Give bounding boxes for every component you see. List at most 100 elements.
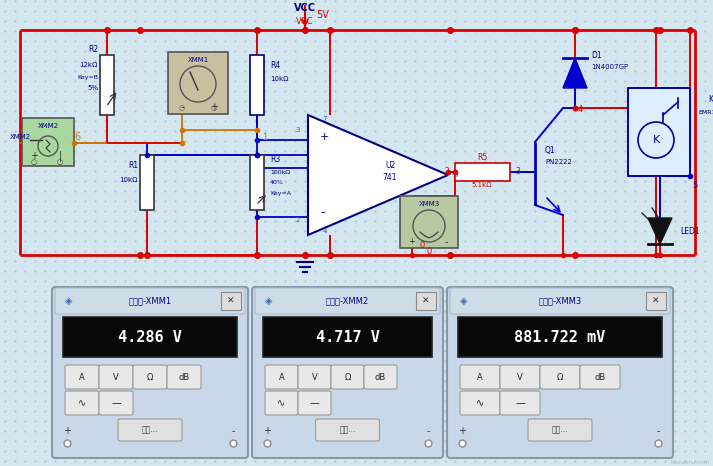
FancyBboxPatch shape	[460, 365, 500, 389]
Text: +: +	[63, 426, 71, 436]
FancyBboxPatch shape	[540, 365, 580, 389]
FancyBboxPatch shape	[65, 391, 99, 415]
Text: -: -	[320, 206, 324, 219]
Text: -: -	[656, 426, 660, 436]
FancyBboxPatch shape	[460, 391, 500, 415]
FancyBboxPatch shape	[580, 365, 620, 389]
FancyBboxPatch shape	[265, 391, 298, 415]
Text: 741: 741	[383, 173, 397, 183]
Text: 4.717 V: 4.717 V	[316, 329, 379, 344]
Text: 3: 3	[515, 167, 520, 177]
Text: 5V: 5V	[317, 10, 329, 20]
Text: 万用表-XMM1: 万用表-XMM1	[128, 296, 172, 306]
Text: +: +	[458, 426, 466, 436]
FancyBboxPatch shape	[99, 391, 133, 415]
Text: +: +	[263, 426, 271, 436]
FancyBboxPatch shape	[55, 288, 245, 314]
Text: ◈: ◈	[461, 296, 468, 306]
Bar	[458, 317, 662, 357]
Text: A: A	[279, 372, 284, 382]
Text: VCC: VCC	[296, 18, 314, 27]
Text: 1: 1	[262, 133, 267, 143]
Text: U2: U2	[385, 160, 395, 170]
Text: V: V	[312, 372, 317, 382]
Text: 7: 7	[323, 116, 327, 122]
Text: Q1: Q1	[545, 145, 555, 155]
Text: dB: dB	[375, 372, 386, 382]
Text: 设置...: 设置...	[552, 425, 568, 434]
Bar	[416, 292, 436, 310]
FancyBboxPatch shape	[450, 288, 670, 314]
Text: -: -	[426, 426, 430, 436]
Text: 设置...: 设置...	[339, 425, 356, 434]
Text: 5.1kΩ: 5.1kΩ	[472, 182, 492, 188]
Text: +: +	[320, 132, 329, 142]
FancyBboxPatch shape	[447, 287, 673, 458]
Text: |: |	[58, 151, 61, 161]
Text: XMM2: XMM2	[38, 123, 58, 129]
Text: Ω: Ω	[147, 372, 153, 382]
Bar	[263, 317, 432, 357]
FancyBboxPatch shape	[500, 391, 540, 415]
Text: +: +	[210, 102, 218, 112]
Text: 万用表-XMM2: 万用表-XMM2	[326, 296, 369, 306]
Bar	[22, 118, 74, 166]
Text: dB: dB	[178, 372, 190, 382]
Text: Key=A: Key=A	[270, 192, 291, 197]
Text: 4: 4	[578, 105, 583, 115]
Text: —: —	[309, 398, 319, 408]
Polygon shape	[648, 218, 672, 244]
Text: LED1: LED1	[680, 226, 699, 235]
Text: ◈: ◈	[265, 296, 273, 306]
FancyBboxPatch shape	[298, 365, 331, 389]
Text: V: V	[113, 372, 119, 382]
Text: -: -	[180, 102, 184, 112]
FancyBboxPatch shape	[255, 288, 440, 314]
Text: A: A	[477, 372, 483, 382]
Text: ✕: ✕	[422, 296, 430, 306]
Text: 10kΩ: 10kΩ	[120, 177, 138, 183]
Text: ○: ○	[211, 105, 217, 111]
Text: +: +	[30, 151, 38, 161]
Text: 1N4007GP: 1N4007GP	[591, 64, 628, 70]
Text: 0: 0	[426, 247, 431, 256]
FancyBboxPatch shape	[52, 287, 248, 458]
Text: VCC: VCC	[294, 3, 316, 13]
FancyBboxPatch shape	[265, 365, 298, 389]
Bar	[646, 292, 666, 310]
Text: XMM2: XMM2	[10, 134, 31, 140]
Text: —: —	[515, 398, 525, 408]
Text: D1: D1	[591, 50, 602, 60]
FancyBboxPatch shape	[118, 419, 182, 441]
Text: 设置...: 设置...	[142, 425, 158, 434]
Text: Key=B: Key=B	[77, 75, 98, 80]
FancyBboxPatch shape	[500, 365, 540, 389]
Text: R3: R3	[270, 156, 280, 164]
Text: 12kΩ: 12kΩ	[80, 62, 98, 68]
Text: 5%: 5%	[87, 85, 98, 91]
Bar	[250, 155, 264, 210]
Text: V: V	[517, 372, 523, 382]
FancyBboxPatch shape	[298, 391, 331, 415]
Bar	[63, 317, 237, 357]
Bar	[455, 163, 510, 181]
Text: ∿: ∿	[476, 398, 484, 408]
Text: PN2222: PN2222	[545, 159, 572, 165]
FancyBboxPatch shape	[315, 419, 379, 441]
FancyBboxPatch shape	[133, 365, 167, 389]
Text: -: -	[231, 426, 235, 436]
Text: R2: R2	[88, 44, 98, 54]
FancyBboxPatch shape	[528, 419, 592, 441]
Text: Ω: Ω	[557, 372, 563, 382]
Text: EMR121A06: EMR121A06	[698, 110, 713, 116]
Text: +: +	[409, 238, 416, 247]
Text: ∿: ∿	[78, 398, 86, 408]
Text: 4.286 V: 4.286 V	[118, 329, 182, 344]
Text: Ω: Ω	[344, 372, 351, 382]
Polygon shape	[563, 58, 587, 88]
Text: 4: 4	[323, 228, 327, 234]
FancyBboxPatch shape	[65, 365, 99, 389]
Text: ○: ○	[31, 159, 37, 165]
FancyBboxPatch shape	[99, 365, 133, 389]
Text: 10kΩ: 10kΩ	[270, 76, 289, 82]
